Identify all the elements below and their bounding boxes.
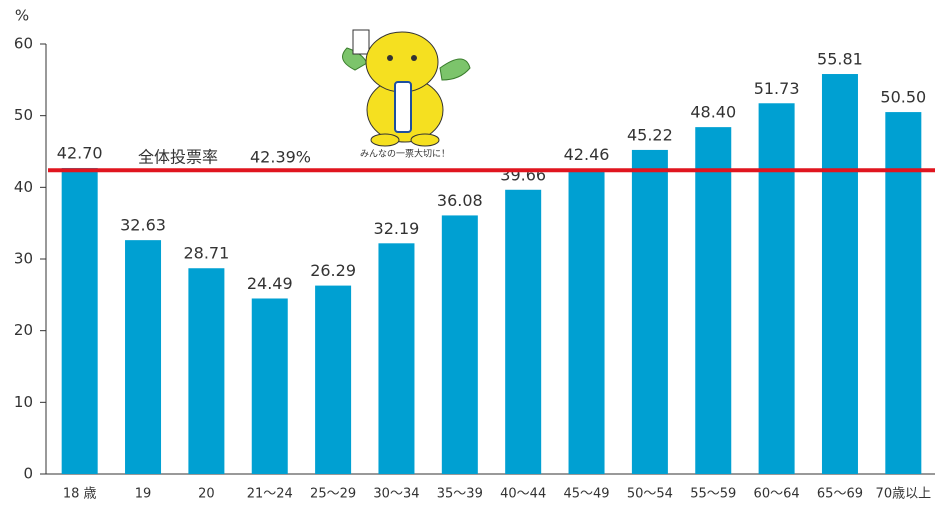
x-tick-label: 19 <box>135 487 152 502</box>
value-label: 42.70 <box>57 143 103 162</box>
value-label: 51.73 <box>754 79 800 98</box>
x-tick-label: 55～59 <box>690 487 736 502</box>
bar <box>822 74 858 474</box>
value-label: 32.19 <box>374 219 420 238</box>
x-tick-label: 21～24 <box>247 487 293 502</box>
bar <box>759 103 795 474</box>
value-label: 24.49 <box>247 274 293 293</box>
y-tick-label: 30 <box>14 250 33 268</box>
y-unit: % <box>15 7 29 25</box>
bar <box>62 168 98 474</box>
chart: % みんなの一票大切に！ 0 10 20 30 40 50 60 18 歳 42.70 19 32.… <box>0 0 937 505</box>
x-tick-label: 70歳以上 <box>876 487 932 502</box>
y-tick-label: 60 <box>14 35 33 53</box>
x-tick-label: 30～34 <box>373 487 419 502</box>
value-label: 28.71 <box>183 244 229 263</box>
x-tick-label: 60～64 <box>754 487 800 502</box>
x-tick-label: 20 <box>198 487 215 502</box>
bar <box>505 190 541 474</box>
bar <box>188 268 224 474</box>
mascot-caption: みんなの一票大切に！ <box>360 148 450 160</box>
y-tick-label: 20 <box>14 321 33 339</box>
x-tick-label: 45～49 <box>563 487 609 502</box>
bar <box>442 215 478 474</box>
bar <box>378 243 414 474</box>
value-label: 42.46 <box>564 145 610 164</box>
bar <box>885 112 921 474</box>
reference-label: 全体投票率 <box>138 148 218 167</box>
value-label: 45.22 <box>627 125 673 144</box>
x-tick-label: 50～54 <box>627 487 673 502</box>
bar <box>632 150 668 474</box>
y-tick-label: 50 <box>14 106 33 124</box>
bar <box>252 298 288 474</box>
x-tick-label: 40～44 <box>500 487 546 502</box>
y-tick-label: 0 <box>23 465 33 483</box>
value-label: 26.29 <box>310 261 356 280</box>
value-label: 50.50 <box>880 88 926 107</box>
mascot <box>343 30 471 146</box>
x-tick-label: 18 歳 <box>63 487 97 502</box>
x-tick-label: 35～39 <box>437 487 483 502</box>
bar <box>125 240 161 474</box>
value-label: 48.40 <box>690 103 736 122</box>
bar <box>315 286 351 474</box>
bar <box>695 127 731 474</box>
value-label: 32.63 <box>120 216 166 235</box>
y-tick-label: 40 <box>14 178 33 196</box>
y-tick-label: 10 <box>14 393 33 411</box>
reference-value-label: 42.39% <box>250 148 311 167</box>
value-label: 36.08 <box>437 191 483 210</box>
bar <box>569 170 605 474</box>
x-tick-label: 25～29 <box>310 487 356 502</box>
x-tick-label: 65～69 <box>817 487 863 502</box>
value-label: 39.66 <box>500 165 546 184</box>
value-label: 55.81 <box>817 50 863 69</box>
